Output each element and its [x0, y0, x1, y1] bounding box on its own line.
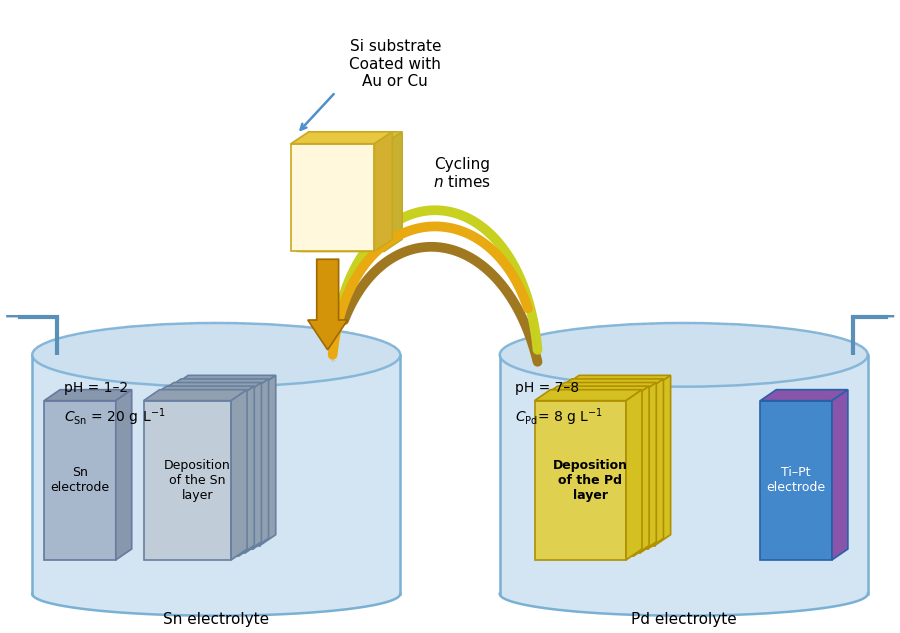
Polygon shape — [647, 379, 663, 549]
Polygon shape — [44, 401, 116, 560]
Polygon shape — [760, 390, 848, 401]
Text: $C_\mathrm{Pd}$= 8 g L$^{-1}$: $C_\mathrm{Pd}$= 8 g L$^{-1}$ — [515, 407, 602, 429]
Polygon shape — [151, 386, 254, 397]
Polygon shape — [380, 132, 397, 251]
Text: Sn electrolyte: Sn electrolyte — [163, 611, 269, 627]
Polygon shape — [535, 390, 642, 401]
Text: −: − — [879, 307, 896, 327]
Text: Cycling
$n$ times: Cycling $n$ times — [433, 157, 491, 191]
Polygon shape — [231, 390, 248, 560]
Polygon shape — [44, 390, 131, 401]
Polygon shape — [500, 323, 868, 616]
Text: pH = 1–2: pH = 1–2 — [64, 380, 128, 395]
Polygon shape — [556, 379, 663, 390]
Polygon shape — [172, 386, 260, 546]
Polygon shape — [151, 397, 238, 556]
Polygon shape — [116, 390, 131, 560]
Polygon shape — [542, 397, 634, 556]
Polygon shape — [626, 390, 642, 560]
Polygon shape — [374, 132, 392, 251]
Text: −: − — [4, 307, 21, 327]
Polygon shape — [549, 382, 656, 394]
Polygon shape — [296, 144, 380, 251]
Polygon shape — [654, 375, 670, 546]
Polygon shape — [253, 379, 268, 549]
Polygon shape — [556, 390, 647, 549]
Text: Ti–Pt
electrode: Ti–Pt electrode — [767, 467, 825, 494]
Ellipse shape — [32, 323, 400, 387]
Polygon shape — [165, 379, 268, 390]
Text: Sn
electrode: Sn electrode — [50, 467, 110, 494]
Polygon shape — [291, 144, 374, 251]
Text: Si substrate
Coated with
Au or Cu: Si substrate Coated with Au or Cu — [349, 39, 441, 89]
Polygon shape — [296, 132, 397, 144]
Polygon shape — [301, 144, 384, 251]
Text: Pd electrolyte: Pd electrolyte — [631, 611, 736, 627]
Polygon shape — [542, 386, 649, 397]
Text: $C_\mathrm{Sn}$ = 20 g L$^{-1}$: $C_\mathrm{Sn}$ = 20 g L$^{-1}$ — [64, 407, 166, 429]
Polygon shape — [32, 323, 400, 616]
Text: pH = 7–8: pH = 7–8 — [515, 380, 579, 395]
Polygon shape — [641, 382, 656, 553]
Text: Deposition
of the Pd
layer: Deposition of the Pd layer — [553, 459, 628, 502]
Polygon shape — [144, 390, 248, 401]
Polygon shape — [291, 132, 392, 144]
Polygon shape — [760, 401, 832, 560]
Polygon shape — [301, 132, 402, 144]
Polygon shape — [144, 401, 231, 560]
Ellipse shape — [500, 323, 868, 387]
Polygon shape — [563, 375, 670, 386]
Text: Deposition
of the Sn
layer: Deposition of the Sn layer — [164, 459, 230, 502]
Polygon shape — [260, 375, 275, 546]
Polygon shape — [172, 375, 275, 386]
Polygon shape — [634, 386, 649, 556]
Polygon shape — [158, 382, 261, 394]
Polygon shape — [549, 394, 641, 553]
Polygon shape — [158, 394, 246, 553]
Polygon shape — [535, 401, 626, 560]
Polygon shape — [165, 390, 253, 549]
Polygon shape — [832, 390, 848, 560]
Polygon shape — [246, 382, 261, 553]
Polygon shape — [308, 260, 347, 350]
Polygon shape — [384, 132, 402, 251]
Polygon shape — [563, 386, 654, 546]
Polygon shape — [238, 386, 254, 556]
